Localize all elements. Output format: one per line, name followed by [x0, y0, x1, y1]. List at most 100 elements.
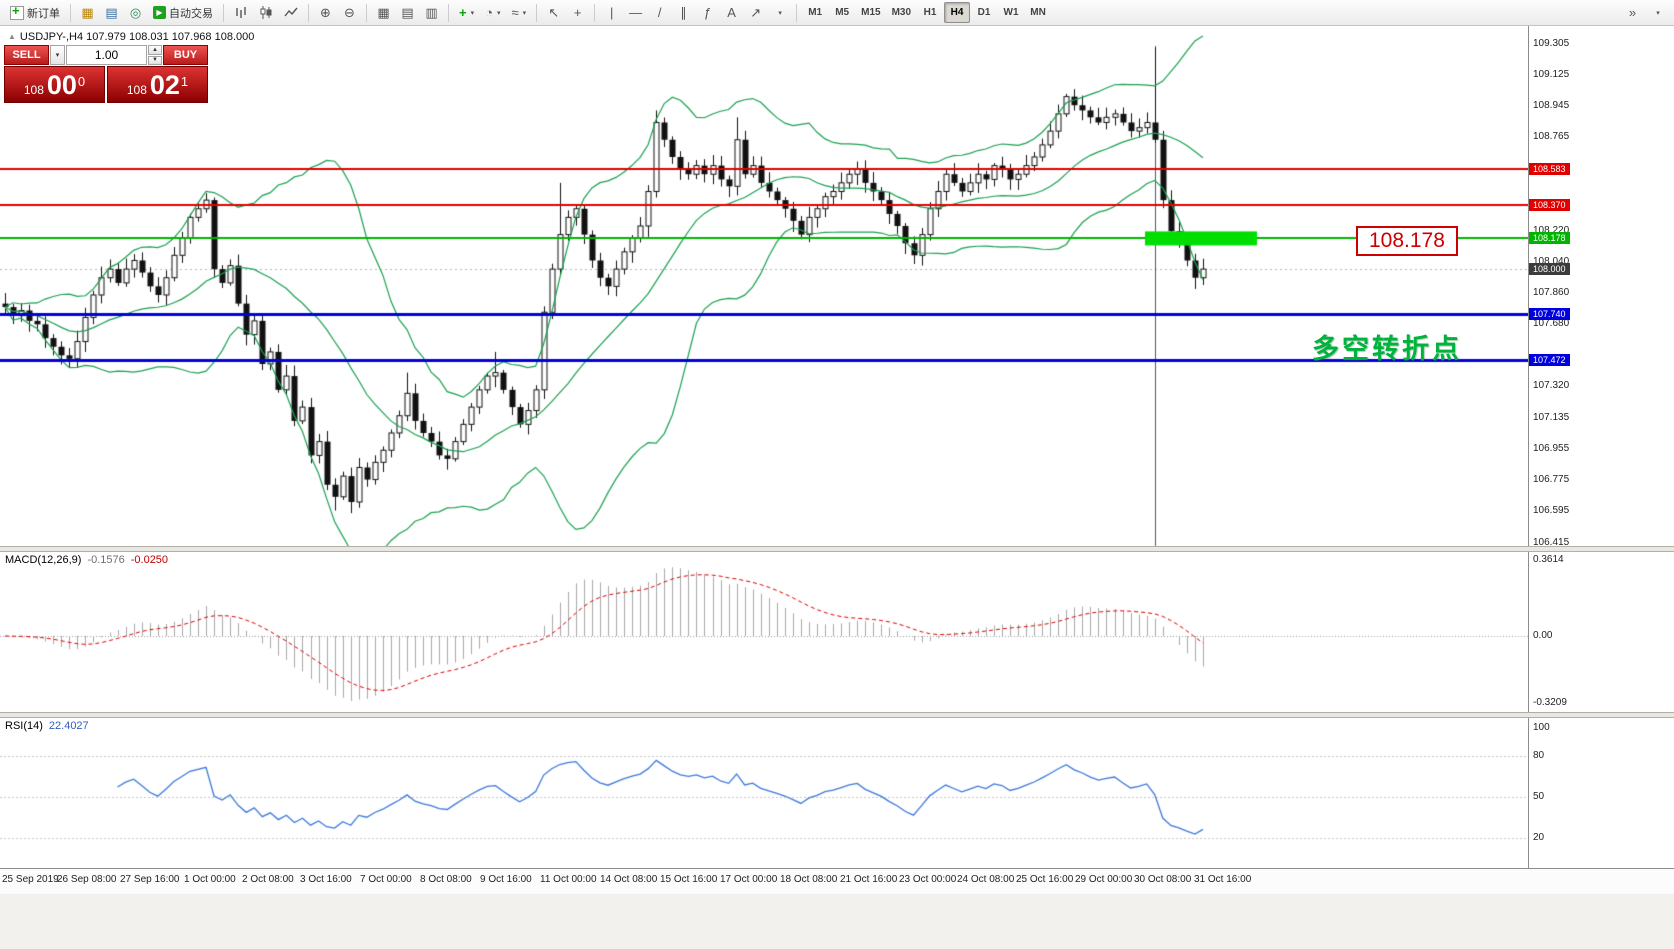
- market-watch-button[interactable]: ◎: [124, 2, 147, 23]
- zoom-in-icon: ⊕: [320, 5, 331, 20]
- timeframe-m30-button[interactable]: M30: [887, 2, 916, 23]
- sell-price-display[interactable]: 108 00 0: [4, 66, 105, 103]
- sell-button[interactable]: SELL: [4, 45, 49, 65]
- timeframe-d1-button[interactable]: D1: [971, 2, 997, 23]
- channel-button[interactable]: ∥: [672, 2, 695, 23]
- timeframe-h4-button[interactable]: H4: [944, 2, 971, 23]
- profiles-button[interactable]: ▤: [100, 2, 123, 23]
- autotrading-button[interactable]: ▶ 自动交易: [148, 2, 218, 23]
- price-tick: 109.125: [1533, 69, 1570, 81]
- tile-windows-icon: ▦: [377, 5, 390, 20]
- line-chart-button[interactable]: [279, 2, 303, 23]
- arrows-button[interactable]: ↗: [744, 2, 767, 23]
- price-tick: 107.135: [1533, 412, 1570, 424]
- trendline-button[interactable]: /: [648, 2, 671, 23]
- new-chart-icon: ▦: [81, 5, 94, 20]
- new-chart-button[interactable]: ▦: [76, 2, 99, 23]
- horizontal-line-button[interactable]: —: [624, 2, 647, 23]
- price-tick: 108.765: [1533, 131, 1570, 143]
- text-icon: A: [727, 5, 736, 20]
- price-axis[interactable]: 109.305 109.125 108.945 108.765 108.220 108.0…: [1528, 26, 1674, 868]
- price-tag: 108.000: [1529, 263, 1570, 276]
- toolbar-customize-button[interactable]: ▾: [1646, 2, 1669, 23]
- vertical-line-button[interactable]: |: [600, 2, 623, 23]
- time-axis-label: 27 Sep 16:00: [120, 874, 180, 885]
- tile-vertical-button[interactable]: ▥: [420, 2, 443, 23]
- new-order-button[interactable]: + 新订单: [5, 2, 65, 23]
- zoom-in-button[interactable]: ⊕: [314, 2, 337, 23]
- bar-chart-button[interactable]: [229, 2, 253, 23]
- time-axis-label: 15 Oct 16:00: [660, 874, 718, 885]
- periods-button[interactable]: ◔ ▾: [480, 2, 505, 23]
- toolbar-more-button[interactable]: »: [1621, 2, 1644, 23]
- line-chart-icon: [284, 7, 298, 17]
- timeframe-m1-button[interactable]: M1: [802, 2, 828, 23]
- rsi-scale-tick: 100: [1533, 722, 1550, 733]
- cursor-icon: ↖: [548, 5, 560, 20]
- sell-price-prefix: 108: [23, 83, 44, 97]
- fibonacci-icon: ƒ: [704, 5, 712, 20]
- buy-price-display[interactable]: 108 02 1: [107, 66, 208, 103]
- indicators-button[interactable]: + ▾: [454, 2, 479, 23]
- macd-scale-tick: 0.3614: [1533, 554, 1564, 566]
- panel-splitter[interactable]: [0, 712, 1674, 718]
- dropdown-arrow-icon: ▾: [1656, 9, 1660, 17]
- timeframe-m5-button[interactable]: M5: [829, 2, 855, 23]
- timeframe-m15-button[interactable]: M15: [856, 2, 885, 23]
- tile-windows-button[interactable]: ▦: [372, 2, 395, 23]
- channel-icon: ∥: [680, 5, 687, 20]
- crosshair-button[interactable]: +: [566, 2, 589, 23]
- rsi-indicator-header: RSI(14) 22.4027: [5, 720, 89, 732]
- time-axis-label: 18 Oct 08:00: [780, 874, 838, 885]
- price-tick: 106.955: [1533, 443, 1570, 455]
- toolbar-separator: [366, 3, 367, 22]
- more-icon: »: [1628, 5, 1637, 20]
- time-axis-label: 17 Oct 00:00: [720, 874, 778, 885]
- time-axis-label: 3 Oct 16:00: [300, 874, 352, 885]
- sell-price-big: 00: [46, 70, 77, 100]
- price-tick: 106.415: [1533, 536, 1570, 548]
- profiles-icon: ▤: [105, 5, 118, 20]
- toolbar-separator: [796, 3, 798, 22]
- pivot-annotation-text[interactable]: 多空转折点: [1312, 334, 1462, 364]
- volume-up-button[interactable]: ▲: [148, 45, 162, 55]
- rsi-value: 22.4027: [48, 720, 89, 732]
- buy-button[interactable]: BUY: [163, 45, 208, 65]
- time-axis[interactable]: 25 Sep 2019 26 Sep 08:00 27 Sep 16:00 1 Oct…: [0, 868, 1674, 894]
- rsi-scale-tick: 20: [1533, 832, 1545, 844]
- price-tick: 107.320: [1533, 380, 1570, 392]
- shapes-button[interactable]: ▾: [768, 2, 791, 23]
- time-axis-label: 1 Oct 00:00: [184, 874, 236, 885]
- time-axis-label: 26 Sep 08:00: [57, 874, 117, 885]
- main-chart-canvas[interactable]: [0, 26, 1528, 868]
- timeframe-w1-button[interactable]: W1: [998, 2, 1024, 23]
- volume-dropdown-button[interactable]: ▾: [50, 45, 65, 65]
- templates-button[interactable]: ≈ ▾: [506, 2, 531, 23]
- timeframe-h1-button[interactable]: H1: [917, 2, 943, 23]
- zoom-out-icon: ⊖: [344, 5, 355, 20]
- dropdown-arrow-icon: ▾: [55, 52, 60, 59]
- zoom-out-button[interactable]: ⊖: [338, 2, 361, 23]
- fibonacci-button[interactable]: ƒ: [696, 2, 719, 23]
- new-order-icon: +: [10, 3, 24, 20]
- price-tick: 109.305: [1533, 38, 1570, 49]
- chart-title-text: USDJPY-,H4 107.979 108.031 107.968 108.0…: [19, 31, 255, 43]
- rsi-name: RSI(14): [5, 720, 43, 732]
- macd-scale-tick: -0.3209: [1533, 697, 1567, 709]
- timeframe-mn-button[interactable]: MN: [1025, 2, 1051, 23]
- volume-down-button[interactable]: ▼: [148, 55, 162, 65]
- toolbar-right-group: » ▾: [1621, 2, 1669, 23]
- price-tick: 108.040: [1533, 256, 1570, 268]
- time-axis-label: 14 Oct 08:00: [600, 874, 658, 885]
- candlestick-chart-button[interactable]: [254, 2, 278, 23]
- text-button[interactable]: A: [720, 2, 743, 23]
- toolbar-separator: [594, 3, 596, 22]
- cascade-windows-button[interactable]: ▤: [396, 2, 419, 23]
- cursor-button[interactable]: ↖: [542, 2, 565, 23]
- panel-splitter[interactable]: [0, 546, 1674, 552]
- price-tag: 108.583: [1529, 162, 1570, 175]
- buy-price-big: 02: [149, 70, 180, 100]
- price-level-label[interactable]: 108.178: [1356, 226, 1458, 256]
- volume-input[interactable]: 1.00: [66, 45, 147, 65]
- rsi-scale-tick: 80: [1533, 749, 1545, 761]
